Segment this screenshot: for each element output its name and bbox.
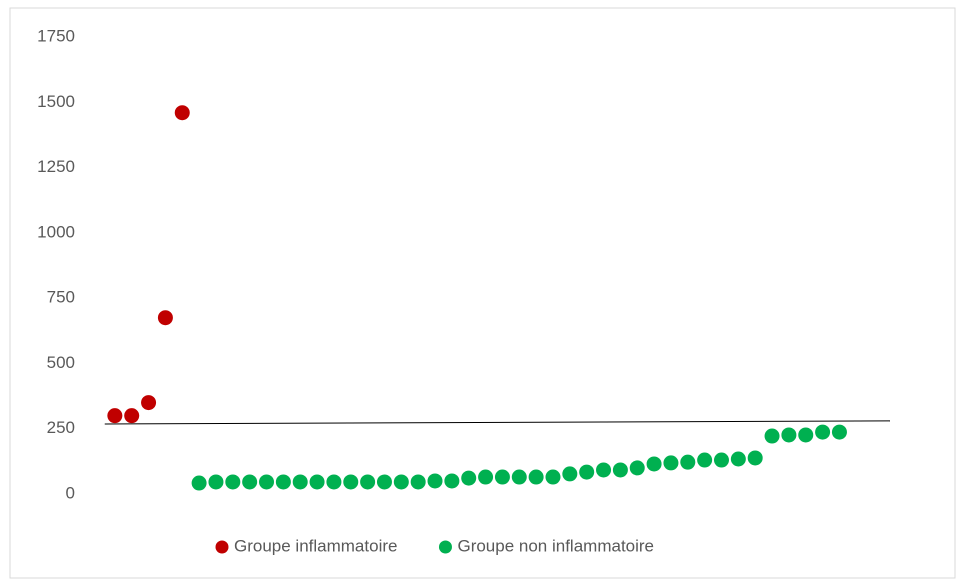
point	[596, 462, 612, 478]
point	[326, 474, 342, 490]
legend-label: Groupe non inflammatoire	[457, 536, 654, 555]
point	[410, 474, 426, 490]
y-tick-label: 1750	[37, 26, 75, 45]
y-tick-label: 500	[47, 353, 75, 372]
point	[798, 427, 814, 443]
point	[444, 473, 460, 489]
point	[107, 408, 123, 424]
point	[427, 473, 443, 489]
point	[697, 452, 713, 468]
point	[360, 474, 376, 490]
point	[174, 105, 190, 121]
point	[663, 455, 679, 471]
point	[764, 428, 780, 444]
point	[562, 466, 578, 482]
point	[545, 469, 561, 485]
point	[461, 470, 477, 486]
reference-line	[104, 420, 891, 425]
point	[141, 395, 157, 411]
chart-border	[9, 7, 956, 579]
y-tick-label: 250	[47, 418, 75, 437]
legend-marker	[438, 540, 452, 554]
point	[225, 474, 241, 490]
point	[612, 462, 628, 478]
point	[376, 474, 392, 490]
y-tick-label: 750	[47, 288, 75, 307]
point	[646, 456, 662, 472]
point	[831, 424, 847, 440]
point	[730, 451, 746, 467]
point	[713, 452, 729, 468]
point	[680, 454, 696, 470]
y-tick-label: 1500	[37, 92, 75, 111]
point	[781, 427, 797, 443]
point	[579, 464, 595, 480]
legend-label: Groupe inflammatoire	[234, 536, 397, 555]
y-tick-label: 1000	[37, 222, 75, 241]
point	[191, 475, 207, 491]
point	[275, 474, 291, 490]
point	[157, 310, 173, 326]
point	[309, 474, 325, 490]
point	[528, 469, 544, 485]
point	[292, 474, 308, 490]
legend-marker	[215, 540, 229, 554]
point	[242, 474, 258, 490]
y-tick-label: 0	[66, 483, 75, 502]
point	[208, 474, 224, 490]
point	[494, 469, 510, 485]
point	[393, 474, 409, 490]
point	[629, 460, 645, 476]
point	[124, 408, 140, 424]
y-tick-label: 1250	[37, 157, 75, 176]
point	[259, 474, 275, 490]
point	[747, 450, 763, 466]
point	[511, 469, 527, 485]
point	[478, 469, 494, 485]
point	[815, 424, 831, 440]
point	[343, 474, 359, 490]
